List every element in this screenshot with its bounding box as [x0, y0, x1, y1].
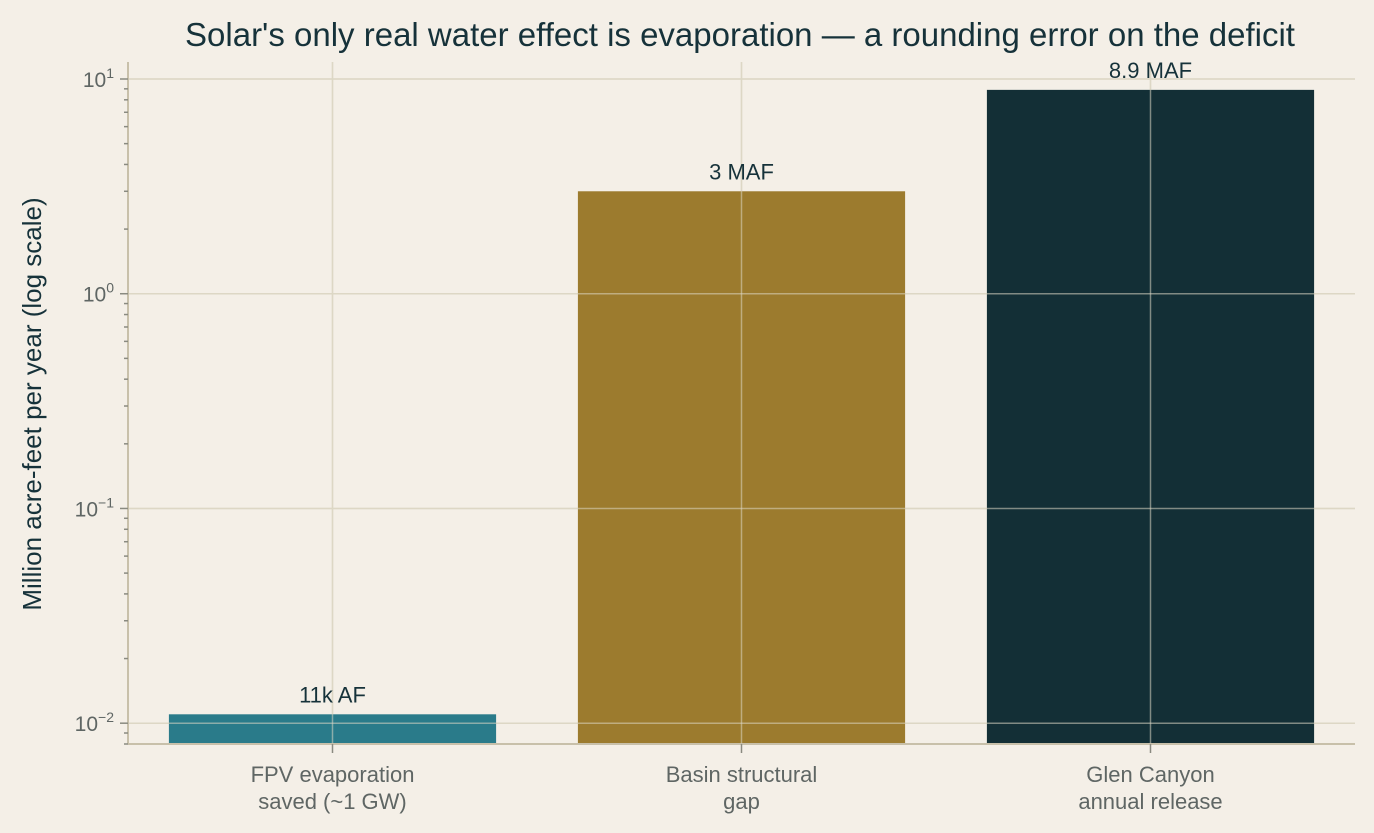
- x-tick-label: annual release: [1078, 789, 1222, 814]
- axes: [120, 62, 1355, 753]
- x-tick-label: gap: [723, 789, 760, 814]
- data-label: 8.9 MAF: [1109, 58, 1192, 83]
- data-label: 11k AF: [299, 682, 366, 707]
- y-tick-label: 10−1: [75, 494, 115, 521]
- data-label: 3 MAF: [709, 159, 774, 184]
- y-tick-label: 10−2: [75, 709, 115, 736]
- chart-title: Solar's only real water effect is evapor…: [185, 16, 1295, 53]
- x-tick-label: Basin structural: [666, 762, 818, 787]
- x-tick-label: FPV evaporation: [251, 762, 415, 787]
- y-axis-label: Million acre-feet per year (log scale): [17, 197, 47, 610]
- y-tick-label: 100: [83, 280, 114, 307]
- y-tick-label: 101: [83, 65, 114, 92]
- x-tick-label: saved (~1 GW): [258, 789, 407, 814]
- x-tick-label: Glen Canyon: [1086, 762, 1214, 787]
